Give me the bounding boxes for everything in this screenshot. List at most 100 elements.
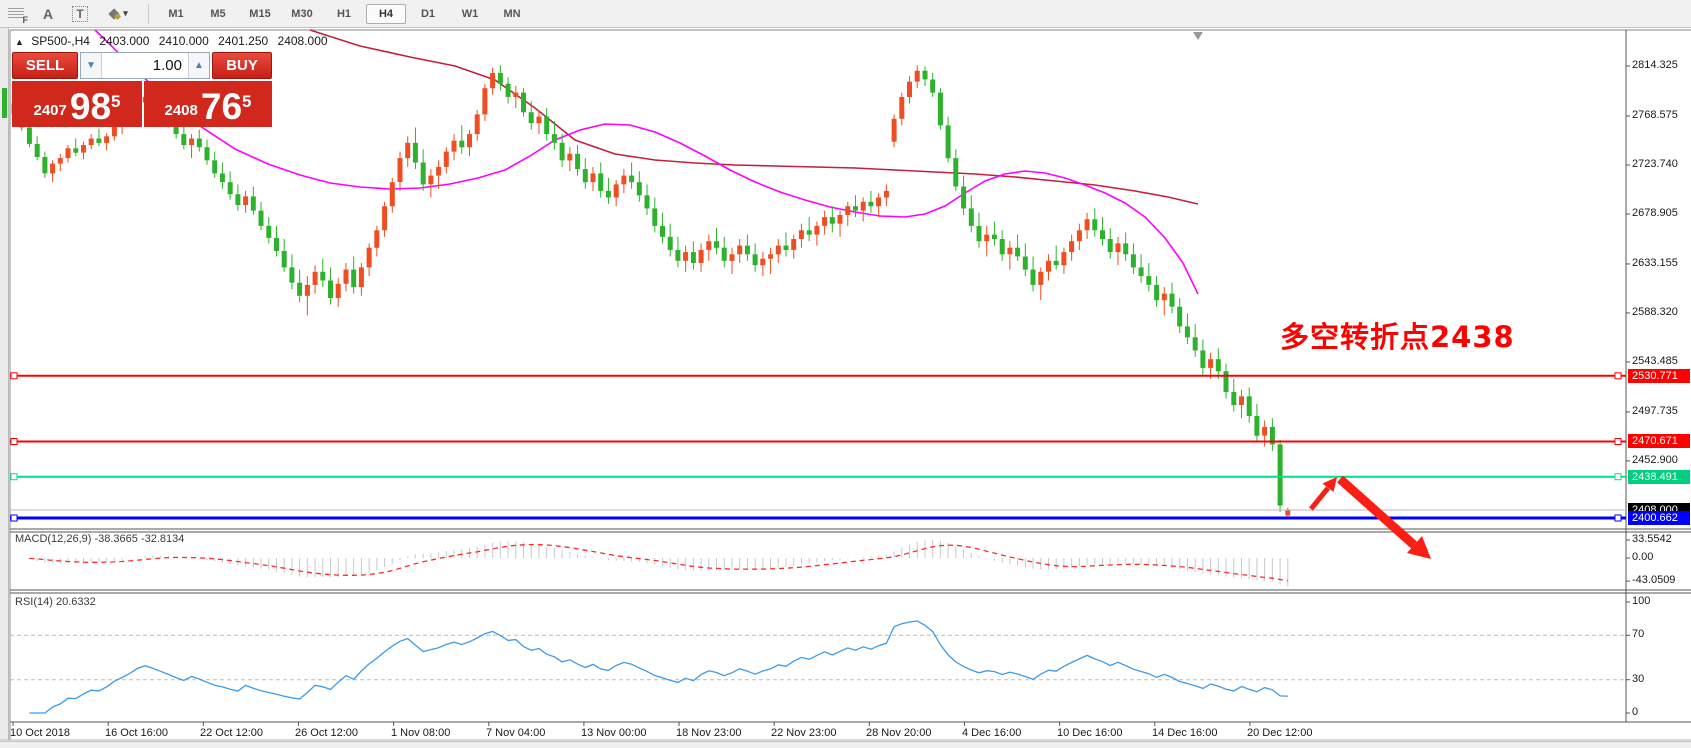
sell-price-fraction: 5 xyxy=(111,92,121,111)
timeframe-buttons: M1 M5 M15 M30 H1 H4 D1 W1 MN xyxy=(155,3,533,24)
buy-button[interactable]: BUY xyxy=(212,52,272,79)
macd-histogram xyxy=(28,539,1289,587)
dropdown-caret-icon[interactable]: ▾ xyxy=(123,8,128,18)
arrow-label-tool-icon[interactable]: A xyxy=(42,5,54,22)
window-bottom-strip xyxy=(0,741,1691,748)
down-arrow-shaft[interactable] xyxy=(1337,475,1417,549)
rsi-line xyxy=(29,620,1288,714)
timeframe-d1-button[interactable]: D1 xyxy=(420,7,436,20)
chart-shift-marker-icon xyxy=(1193,32,1203,40)
left-edge-panel xyxy=(0,28,9,740)
date-tick-label: 20 Dec 12:00 xyxy=(1247,727,1313,739)
sell-button[interactable]: SELL xyxy=(12,52,78,79)
toolbar-separator xyxy=(148,3,149,24)
date-tick-label: 18 Nov 23:00 xyxy=(676,727,742,739)
sell-price-pips: 98 xyxy=(69,86,112,127)
top-toolbar: F A T ▾ M1 M5 M15 M30 H1 H4 D1 W1 MN xyxy=(0,0,1691,28)
level-end-marker xyxy=(10,514,18,522)
price-level-badge-2400.662: 2400.662 xyxy=(1628,511,1690,525)
price-tick-label: 2768.575 xyxy=(1632,108,1678,121)
timeframe-w1-button[interactable]: W1 xyxy=(461,7,479,20)
dotted-lines-glyph xyxy=(8,7,24,20)
volume-decrease-button[interactable]: ▼ xyxy=(81,53,102,78)
volume-input[interactable] xyxy=(102,53,188,78)
macd-indicator-label: MACD(12,26,9) -38.3665 -32.8134 xyxy=(15,533,185,545)
date-tick-label: 26 Oct 12:00 xyxy=(295,727,358,739)
date-tick-label: 16 Oct 16:00 xyxy=(105,727,168,739)
price-tick-label: 2723.740 xyxy=(1632,157,1678,170)
date-tick-label: 10 Oct 2018 xyxy=(10,727,70,739)
date-tick-label: 1 Nov 08:00 xyxy=(391,727,451,739)
rsi-tick-label: 0 xyxy=(1632,706,1639,718)
left-edge-accent xyxy=(2,88,7,118)
ohlc-high: 2410.000 xyxy=(158,34,209,48)
timeframe-h1-button[interactable]: H1 xyxy=(336,7,352,20)
volume-increase-button[interactable]: ▲ xyxy=(188,53,209,78)
buy-price-pips: 76 xyxy=(200,86,243,127)
level-end-marker xyxy=(10,473,18,481)
slow-ma-line xyxy=(309,29,1199,205)
text-tool-icon[interactable]: T xyxy=(67,3,93,25)
price-tick-label: 2497.735 xyxy=(1632,404,1678,417)
ohlc-open: 2403.000 xyxy=(99,34,150,48)
level-end-marker xyxy=(1614,473,1622,481)
rsi-tick-label: 100 xyxy=(1632,595,1651,607)
level-end-marker xyxy=(10,372,18,380)
buy-price-fraction: 5 xyxy=(242,92,252,111)
price-tick-label: 2543.485 xyxy=(1632,354,1678,367)
sell-price-panel[interactable]: 2407 98 5 xyxy=(12,81,142,127)
ohlc-close: 2408.000 xyxy=(277,34,328,48)
down-arrow-head[interactable] xyxy=(1407,536,1431,559)
price-level-badge-2470.671: 2470.671 xyxy=(1628,434,1690,448)
price-tick-label: 2814.325 xyxy=(1632,59,1678,71)
timeframe-m30-button[interactable]: M30 xyxy=(291,7,313,20)
symbol-period: SP500-,H4 xyxy=(31,34,90,48)
price-level-badge-2530.771: 2530.771 xyxy=(1628,369,1690,383)
date-tick-label: 7 Nov 04:00 xyxy=(486,727,546,739)
buy-price-panel[interactable]: 2408 76 5 xyxy=(144,81,272,127)
fibonacci-tool-icon[interactable]: F xyxy=(3,3,29,25)
price-level-badge-2438.491: 2438.491 xyxy=(1628,470,1690,484)
date-tick-label: 22 Oct 12:00 xyxy=(200,727,263,739)
chinese-annotation-text[interactable]: 多空转折点2438 xyxy=(1280,320,1515,354)
ohlc-low: 2401.250 xyxy=(218,34,269,48)
volume-box: ▼ ▲ xyxy=(80,52,210,79)
fast-ma-line xyxy=(94,29,1199,295)
date-tick-label: 22 Nov 23:00 xyxy=(771,727,837,739)
timeframe-m1-button[interactable]: M1 xyxy=(168,7,184,20)
timeframe-m5-button[interactable]: M5 xyxy=(210,7,226,20)
macd-tick-label: 0.00 xyxy=(1632,551,1654,563)
symbol-marker-icon: ▲ xyxy=(15,37,24,47)
candlestick-series xyxy=(11,65,1291,518)
shapes-tool-icon[interactable]: ▾ xyxy=(99,3,139,25)
buy-price-base: 2408 xyxy=(164,102,198,119)
timeframe-mn-button[interactable]: MN xyxy=(503,7,521,20)
level-end-marker xyxy=(1614,372,1622,380)
timeframe-h4-button[interactable]: H4 xyxy=(366,3,406,24)
level-end-marker xyxy=(1614,514,1622,522)
date-tick-label: 13 Nov 00:00 xyxy=(581,727,647,739)
level-end-marker xyxy=(1614,438,1622,445)
chart-title: ▲ SP500-,H4 2403.000 2410.000 2401.250 2… xyxy=(15,34,334,48)
date-tick-label: 14 Dec 16:00 xyxy=(1152,727,1218,739)
rsi-indicator-label: RSI(14) 20.6332 xyxy=(15,596,96,608)
macd-signal-line xyxy=(29,543,1288,582)
price-tick-label: 2452.900 xyxy=(1632,453,1678,466)
date-tick-label: 28 Nov 20:00 xyxy=(866,727,932,739)
up-arrow-head[interactable] xyxy=(1322,477,1338,492)
sell-price-base: 2407 xyxy=(33,102,67,119)
level-end-marker xyxy=(10,438,18,445)
rsi-tick-label: 70 xyxy=(1632,628,1645,641)
date-tick-label: 4 Dec 16:00 xyxy=(962,727,1022,739)
one-click-trade-widget: SELL ▼ ▲ BUY 2407 98 5 2408 76 5 xyxy=(12,52,272,127)
fibonacci-f-label: F xyxy=(22,14,29,25)
macd-tick-label: 33.5542 xyxy=(1632,532,1672,545)
date-tick-label: 10 Dec 16:00 xyxy=(1057,727,1123,739)
price-tick-label: 2588.320 xyxy=(1632,305,1678,318)
price-tick-label: 2678.905 xyxy=(1632,206,1678,219)
up-arrow-shaft[interactable] xyxy=(1309,486,1330,511)
rsi-tick-label: 30 xyxy=(1632,672,1645,685)
timeframe-m15-button[interactable]: M15 xyxy=(249,7,271,20)
macd-tick-label: -43.0509 xyxy=(1632,574,1676,587)
